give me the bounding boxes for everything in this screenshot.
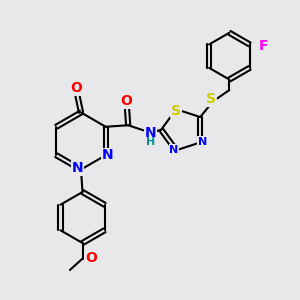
Text: O: O bbox=[70, 82, 83, 95]
Text: N: N bbox=[145, 126, 157, 140]
Text: N: N bbox=[198, 137, 207, 147]
Text: O: O bbox=[85, 251, 97, 265]
Text: H: H bbox=[146, 137, 155, 147]
Text: O: O bbox=[121, 94, 133, 108]
Text: F: F bbox=[258, 39, 268, 53]
Text: S: S bbox=[171, 104, 181, 118]
Text: N: N bbox=[169, 145, 178, 155]
Text: S: S bbox=[206, 92, 216, 106]
Text: N: N bbox=[72, 161, 83, 175]
Text: N: N bbox=[101, 148, 113, 162]
